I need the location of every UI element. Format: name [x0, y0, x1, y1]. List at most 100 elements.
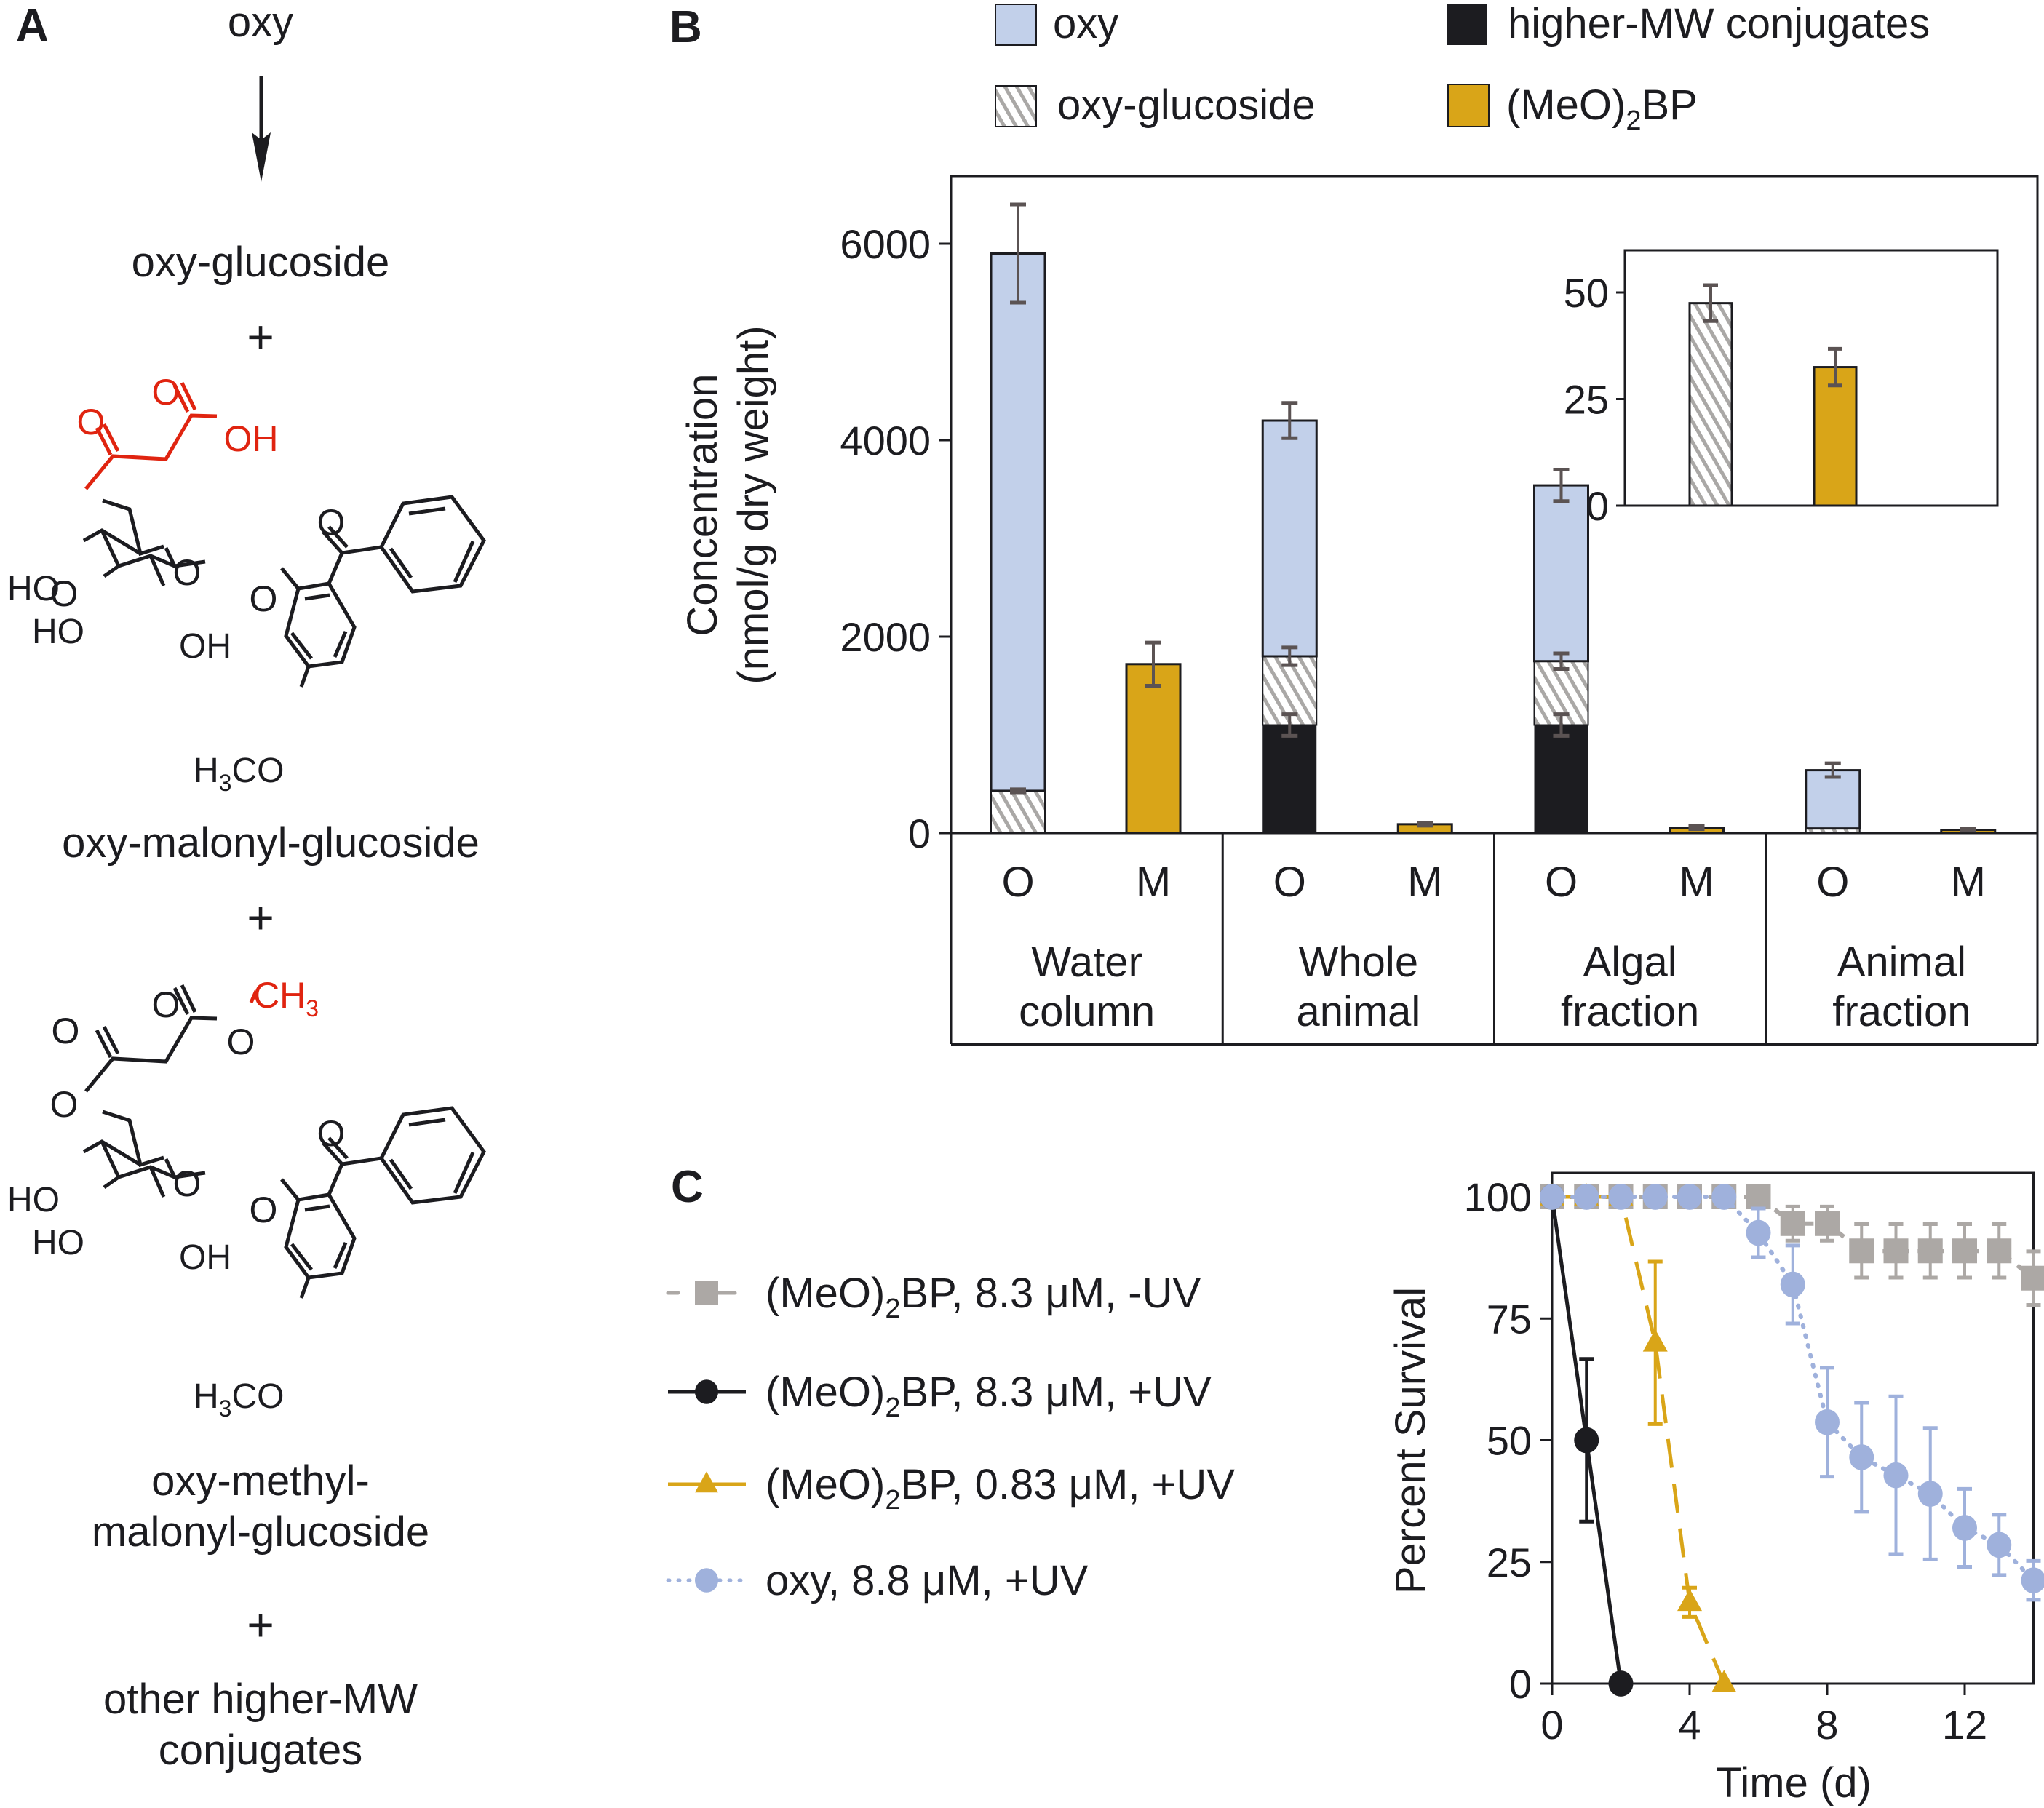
series-gold	[1540, 1183, 1737, 1692]
bar-segment-glucoside	[990, 789, 1046, 834]
bar-label-o: O	[1001, 859, 1034, 906]
group-label-line1: Water	[1031, 939, 1142, 986]
group-label-line1: Algal	[1583, 939, 1677, 986]
legend-item-grey: (MeO)2BP, 8.3 μM, -UV	[666, 1270, 1201, 1324]
data-point-gold	[1642, 1329, 1668, 1352]
panel-c: C (MeO)2BP, 8.3 μM, -UV(MeO)2BP, 8.3 μM,…	[666, 1162, 2044, 1807]
error-bar	[1960, 827, 1976, 833]
error-bar	[1010, 787, 1026, 795]
group-label-line2: fraction	[1832, 988, 1971, 1035]
panel-b-category-labels: O M O M O M O MWatercolumnWholeanimalAlgalfract…	[1001, 859, 1985, 1035]
group-label-line1: Animal	[1837, 939, 1966, 986]
data-point-grey	[1883, 1238, 1909, 1264]
error-bar	[1281, 712, 1298, 738]
legend-label-oxy: oxy	[1053, 0, 1118, 47]
legend-item-meo2bp: (MeO)2BP	[1447, 81, 1698, 136]
legend-label-part: 2	[885, 1485, 900, 1516]
atom-oh: OH	[224, 418, 279, 459]
data-point-blue	[1540, 1184, 1564, 1210]
bar-label-m: M	[1407, 859, 1442, 906]
structure-oxy-methyl-malonyl-glucoside: O O O CH3	[7, 975, 486, 1422]
panel-label-a: A	[16, 1, 49, 51]
y-tick-label: 2000	[840, 614, 931, 660]
error-bar	[1417, 821, 1433, 828]
atom-ch3: CH3	[253, 975, 319, 1022]
reaction-arrow-icon	[252, 76, 271, 182]
x-tick-label: 4	[1678, 1702, 1701, 1748]
atom-ho: HO	[32, 1224, 84, 1262]
bar-segment-oxy	[1533, 484, 1589, 663]
y-tick-label: 4000	[840, 418, 931, 463]
x-tick-label: 0	[1540, 1702, 1563, 1748]
atom-o: O	[50, 1084, 79, 1125]
bar-segment-higher-mw	[1262, 725, 1317, 833]
legend-marker-black-icon	[695, 1379, 718, 1404]
legend-label-part: oxy, 8.8 μM, +UV	[765, 1557, 1089, 1604]
panel-c-series	[1540, 1183, 2044, 1697]
atom-oh: OH	[179, 627, 231, 666]
legend-label-part: (MeO)	[765, 1369, 885, 1416]
legend-swatch-glucoside	[995, 85, 1037, 127]
legend-label-part: (MeO)	[765, 1461, 885, 1508]
data-point-blue	[1917, 1481, 1943, 1507]
inset-bar-glucoside	[1688, 283, 1733, 507]
error-bar	[1688, 824, 1705, 832]
series-black	[1540, 1184, 1634, 1697]
group-label-line1: Whole	[1299, 939, 1418, 986]
compound-oxy-glucoside-label: oxy-glucoside	[132, 239, 390, 286]
bar-label-m: M	[1951, 859, 1986, 906]
atom-o: O	[317, 1113, 346, 1154]
legend-item-glucoside: oxy-glucoside	[995, 81, 1316, 129]
y-tick-label: 0	[1509, 1661, 1532, 1707]
data-point-blue	[1642, 1184, 1668, 1210]
data-point-blue	[1883, 1462, 1909, 1489]
y-axis-title-line2: (nmol/g dry weight)	[730, 325, 777, 684]
error-bar	[1281, 645, 1298, 667]
data-point-grey	[1780, 1211, 1805, 1236]
legend-label-part: (MeO)	[765, 1270, 885, 1317]
atom-o: O	[227, 1022, 255, 1062]
panel-a: A oxy oxy-glucoside + O O OH	[7, 0, 486, 1774]
inset-bar-glucoside-rect	[1688, 302, 1733, 507]
legend-label-blue: oxy, 8.8 μM, +UV	[765, 1557, 1089, 1604]
legend-item-oxy: oxy	[995, 0, 1118, 47]
bar-o-group-0	[990, 202, 1046, 834]
error-bar	[1824, 761, 1841, 779]
structure-oxy-malonyl-glucoside: O O OH	[7, 372, 486, 796]
atom-o: O	[152, 984, 180, 1025]
panel-b-axes: 0 2000 4000 6000	[840, 175, 2039, 1046]
bar-segment-oxy	[1805, 769, 1861, 830]
inset-y-tick-label: 50	[1564, 270, 1609, 316]
data-point-blue	[1746, 1219, 1771, 1246]
atom-o: O	[317, 502, 346, 543]
atom-o: O	[173, 552, 202, 593]
inset-bar-meo2bp-rect	[1813, 366, 1858, 507]
data-point-grey	[1815, 1211, 1840, 1236]
legend-label-gold: (MeO)2BP, 0.83 μM, +UV	[765, 1461, 1235, 1516]
legend-swatch-higher-mw	[1447, 4, 1487, 45]
error-bar	[1145, 640, 1161, 688]
data-point-grey	[1849, 1238, 1874, 1264]
data-point-blue	[1711, 1184, 1737, 1210]
data-point-gold	[1677, 1588, 1702, 1612]
group-label-line2: fraction	[1561, 988, 1699, 1035]
panel-b-inset: 0 25 50	[1564, 249, 1999, 529]
data-point-blue	[1780, 1271, 1805, 1298]
bar-o-group-1	[1261, 401, 1318, 833]
legend-label-part: 2	[885, 1393, 900, 1423]
error-bar	[1553, 712, 1570, 738]
conjugates-label-line1: other higher-MW	[103, 1676, 418, 1723]
data-point-grey	[1917, 1238, 1943, 1264]
y-tick-label: 75	[1487, 1296, 1532, 1342]
plot-frame	[1551, 1171, 2035, 1685]
bar-m-group-1	[1396, 821, 1453, 835]
atom-o: O	[250, 578, 278, 619]
bar-label-m: M	[1679, 859, 1714, 906]
panel-label-b: B	[669, 2, 702, 52]
bar-segment-oxy	[1261, 419, 1318, 658]
y-axis-title-line1: Concentration	[679, 373, 726, 636]
legend-marker-grey-icon	[695, 1281, 718, 1305]
bar-segment-meo2bp	[1125, 663, 1182, 835]
bar-segment-oxy	[990, 252, 1046, 792]
plus-sign-2: +	[247, 891, 274, 944]
